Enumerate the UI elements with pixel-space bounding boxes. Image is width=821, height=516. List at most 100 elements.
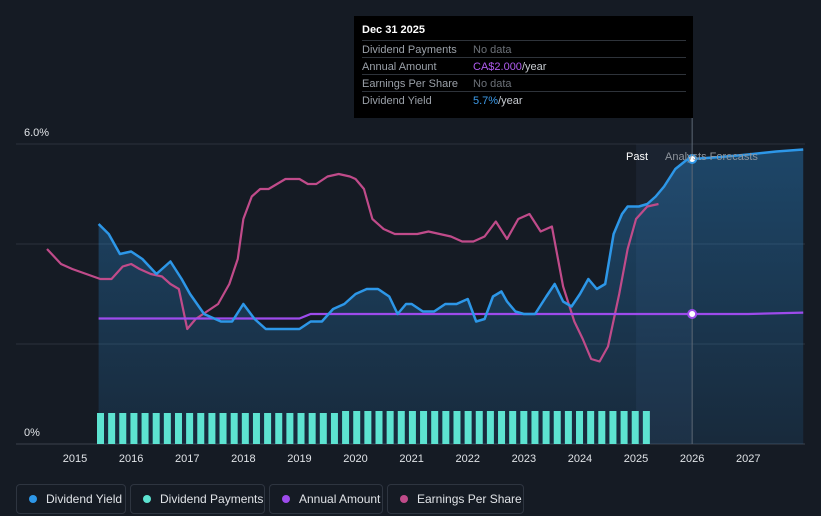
x-tick-label: 2017 xyxy=(175,453,199,465)
dividend-payment-bar xyxy=(174,413,182,444)
tooltip-row-dividend-payments: Dividend Payments No data xyxy=(362,40,686,58)
annual-amount-line xyxy=(98,311,804,320)
dividend-payment-bar xyxy=(464,411,472,444)
dividend-payment-bar xyxy=(152,413,160,444)
dividend-payment-bar xyxy=(286,413,294,444)
dividend-payment-bar xyxy=(275,413,283,444)
dividend-payment-bar xyxy=(509,411,517,444)
dividend-payment-bar xyxy=(375,411,383,444)
legend-earnings-per-share[interactable]: Earnings Per Share xyxy=(387,484,524,514)
dividend-payment-bar xyxy=(598,411,606,444)
tooltip-row-earnings-per-share: Earnings Per Share No data xyxy=(362,74,686,92)
dividend-payment-bar xyxy=(553,411,561,444)
dividend-payment-bar xyxy=(141,413,149,444)
dividend-payment-bar xyxy=(197,413,205,444)
earnings-per-share-line xyxy=(46,172,659,363)
tooltip-label: Dividend Payments xyxy=(362,44,457,56)
legend-dividend-yield[interactable]: Dividend Yield xyxy=(16,484,126,514)
dividend-payment-bar xyxy=(609,411,617,444)
legend-dot-icon xyxy=(29,495,37,503)
dividend-payment-bar xyxy=(442,411,450,444)
y-tick-label: 6.0% xyxy=(24,127,49,139)
dividend-payment-bar xyxy=(330,413,338,444)
dividend-payment-bar xyxy=(564,411,572,444)
x-tick-label: 2025 xyxy=(624,453,648,465)
dividend-payment-bar xyxy=(342,411,350,444)
legend-label: Dividend Yield xyxy=(46,492,123,506)
x-tick-label: 2022 xyxy=(456,453,480,465)
dividend-payment-bar xyxy=(386,411,394,444)
y-tick-label: 0% xyxy=(24,427,40,439)
dividend-payment-bar xyxy=(486,411,494,444)
x-tick-label: 2019 xyxy=(287,453,311,465)
dividend-payment-bar xyxy=(186,413,194,444)
dividend-payment-bar xyxy=(576,411,584,444)
legend-dividend-payments[interactable]: Dividend Payments xyxy=(130,484,265,514)
dividend-payment-bar xyxy=(420,411,428,444)
dividend-payment-bar xyxy=(308,413,316,444)
legend-label: Dividend Payments xyxy=(160,492,264,506)
x-tick-label: 2015 xyxy=(63,453,87,465)
dividend-payment-bar xyxy=(241,413,249,444)
dividend-payment-bar xyxy=(631,411,639,444)
dividend-yield-area xyxy=(98,149,804,444)
x-tick-label: 2021 xyxy=(399,453,423,465)
past-label: Past xyxy=(626,151,648,163)
legend-label: Annual Amount xyxy=(299,492,381,506)
dividend-payment-bar xyxy=(520,411,528,444)
tooltip-value: No data xyxy=(473,78,512,90)
series-lines xyxy=(46,148,804,363)
dividend-payment-bar xyxy=(219,413,227,444)
x-tick-label: 2027 xyxy=(736,453,760,465)
dividend-payment-bar xyxy=(531,411,539,444)
dividend-payment-bar xyxy=(620,411,628,444)
x-tick-label: 2024 xyxy=(568,453,592,465)
legend-label: Earnings Per Share xyxy=(417,492,522,506)
legend-dot-icon xyxy=(143,495,151,503)
dividend-payment-bar xyxy=(353,411,361,444)
dividend-payment-bar xyxy=(163,413,171,444)
area-layer xyxy=(98,149,804,444)
tooltip-row-dividend-yield: Dividend Yield 5.7%/year xyxy=(362,91,686,109)
dividend-payment-bar xyxy=(264,413,272,444)
dividend-payment-bar xyxy=(431,411,439,444)
dividend-payment-bar xyxy=(587,411,595,444)
tooltip-row-annual-amount: Annual Amount CA$2.000/year xyxy=(362,57,686,75)
dividend-payment-bar xyxy=(119,413,127,444)
legend-dot-icon xyxy=(400,495,408,503)
x-tick-label: 2016 xyxy=(119,453,143,465)
annual-amount-marker xyxy=(687,309,698,319)
tooltip-label: Earnings Per Share xyxy=(362,78,458,90)
tooltip-label: Annual Amount xyxy=(362,61,437,73)
tooltip-value: 5.7%/year xyxy=(473,95,523,107)
legend-annual-amount[interactable]: Annual Amount xyxy=(269,484,383,514)
dividend-payment-bar xyxy=(453,411,461,444)
dividend-payment-bar xyxy=(97,413,104,444)
tooltip-label: Dividend Yield xyxy=(362,95,432,107)
dividend-yield-line xyxy=(97,148,804,331)
dividend-payment-bar xyxy=(475,411,483,444)
dividend-payment-bar xyxy=(408,411,416,444)
dividend-payment-bar xyxy=(542,411,550,444)
tooltip-value: CA$2.000/year xyxy=(473,61,547,73)
tooltip-date: Dec 31 2025 xyxy=(362,24,425,36)
forecast-label: Analysts Forecasts xyxy=(665,151,758,163)
dividend-payments-bars xyxy=(97,411,650,444)
legend-dot-icon xyxy=(282,495,290,503)
x-tick-label: 2018 xyxy=(231,453,255,465)
axis-ticks: 2015 2016 2017 2018 2019 2020 2021 2022 2023 2024… xyxy=(63,453,761,465)
tooltip: Dec 31 2025 Dividend Payments No data An… xyxy=(354,16,693,118)
dividend-payment-bar xyxy=(130,413,138,444)
tooltip-value: No data xyxy=(473,44,512,56)
dividend-payment-bar xyxy=(498,411,506,444)
x-tick-label: 2026 xyxy=(680,453,704,465)
dividend-payment-bar xyxy=(208,413,216,444)
dividend-payment-bar xyxy=(642,411,650,444)
x-tick-label: 2020 xyxy=(343,453,367,465)
dividend-payment-bar xyxy=(297,413,305,444)
dividend-yield-marker xyxy=(687,154,698,164)
dividend-payment-bar xyxy=(319,413,327,444)
dividend-payment-bar xyxy=(397,411,405,444)
cursor-markers xyxy=(687,154,698,319)
x-tick-label: 2023 xyxy=(512,453,536,465)
